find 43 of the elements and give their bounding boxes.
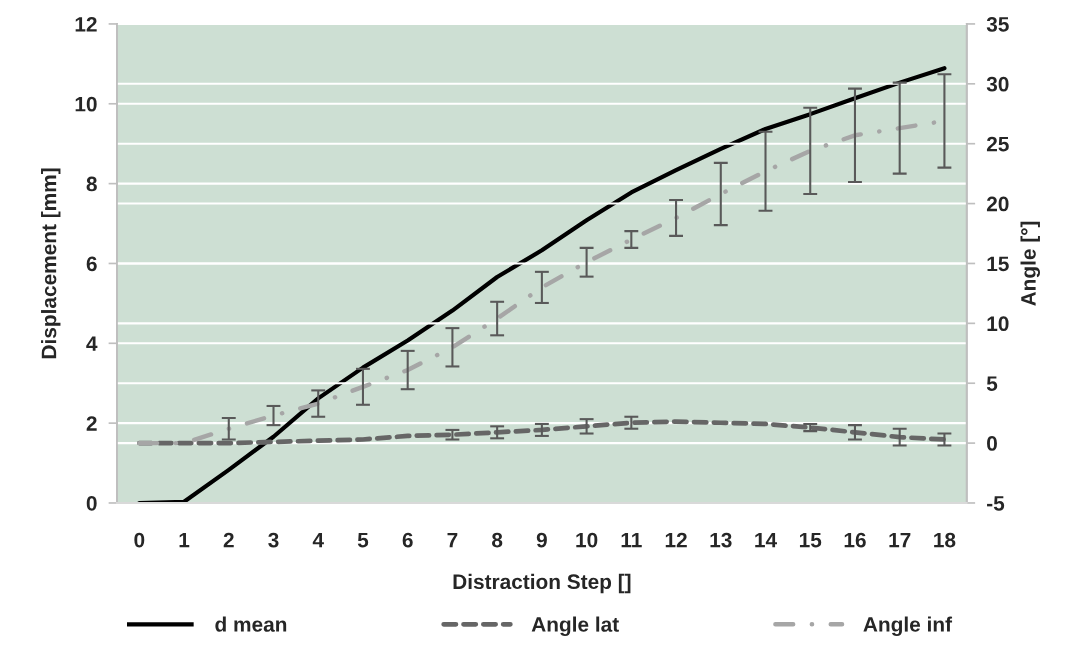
y2-tick-label: -5: [987, 496, 1005, 511]
y2-tick-label: 25: [986, 136, 1009, 152]
y2-axis-title: Angle [°]: [1020, 221, 1041, 306]
x-tick-label: 0: [134, 532, 145, 548]
x-tick-label: 7: [447, 532, 458, 548]
y2-tick-label: 20: [986, 196, 1009, 212]
y-tick-label: 0: [86, 495, 97, 511]
x-tick-label: 10: [576, 532, 598, 548]
y2-tick-label: 0: [987, 436, 997, 451]
x-tick-label: 4: [312, 532, 324, 548]
y-tick-label: 10: [75, 96, 97, 112]
x-tick-label: 16: [844, 532, 866, 548]
y-tick-label: 8: [86, 176, 97, 192]
line-series: [137, 66, 947, 503]
y-axis-title: Displacement [mm]: [41, 168, 61, 359]
x-tick-label: 3: [268, 532, 279, 548]
y-tick-label: 6: [86, 256, 97, 272]
legend-label: d mean: [215, 616, 287, 632]
x-axis-title: Distraction Step []: [453, 573, 631, 594]
legend-label: Angle inf: [863, 616, 953, 637]
x-tick-label: 1: [179, 532, 190, 548]
x-tick-label: 18: [934, 532, 956, 548]
line-series: [136, 419, 947, 446]
x-tick-label: 8: [492, 532, 503, 548]
y2-tick-label: 30: [986, 76, 1009, 92]
x-tick-label: 6: [402, 532, 413, 548]
x-tick-label: 2: [223, 532, 234, 548]
y-tick-label: 2: [86, 416, 97, 431]
x-tick-label: 11: [621, 532, 642, 548]
y2-tick-label: 15: [987, 256, 1009, 272]
x-tick-label: 5: [357, 532, 369, 548]
legend-label: Angle lat: [531, 616, 619, 637]
y2-tick-label: 35: [986, 16, 1009, 32]
x-tick-label: 17: [889, 532, 911, 548]
x-tick-label: 14: [755, 532, 777, 548]
x-tick-label: 9: [536, 532, 547, 548]
y2-tick-label: 5: [986, 376, 998, 391]
x-tick-label: 12: [665, 532, 687, 548]
x-tick-label: 13: [710, 532, 732, 548]
x-tick-label: 15: [799, 532, 822, 548]
y-tick-label: 12: [75, 16, 97, 32]
y-tick-label: 4: [86, 336, 98, 351]
y2-tick-label: 10: [987, 316, 1009, 332]
